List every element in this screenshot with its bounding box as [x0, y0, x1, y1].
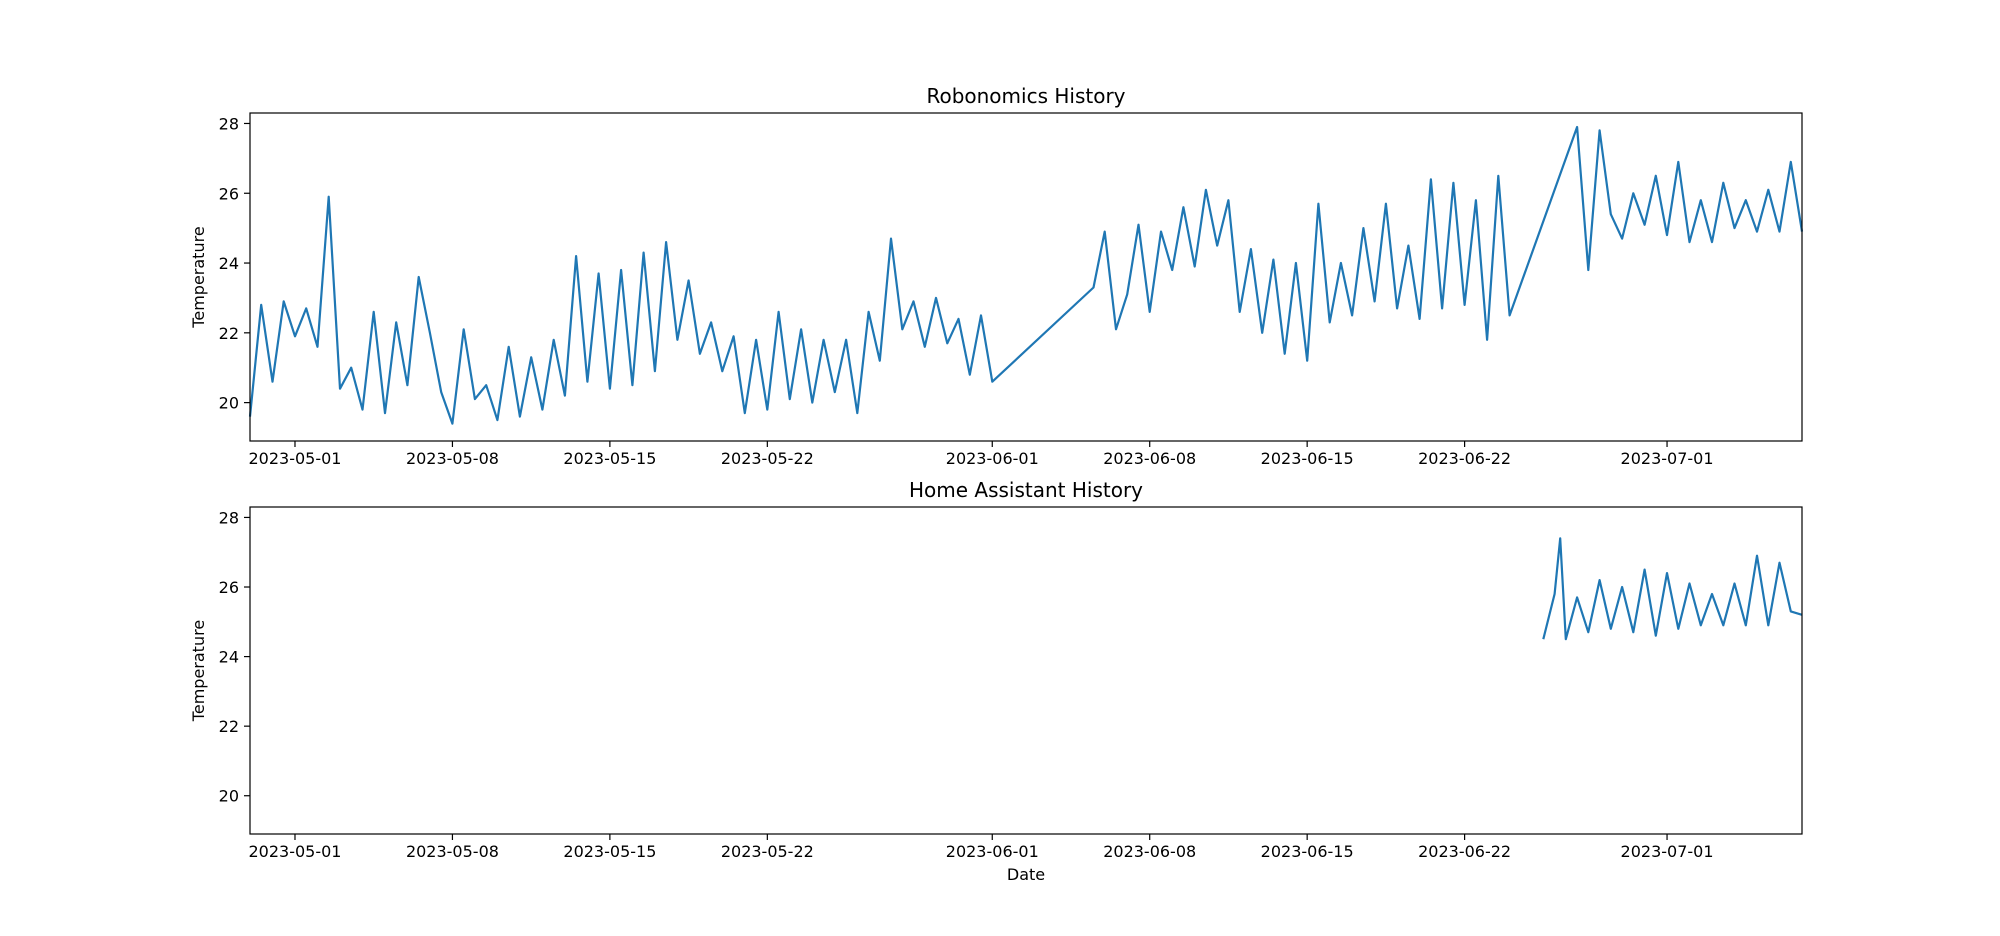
x-tick-label: 2023-06-22	[1418, 842, 1511, 861]
robonomics-history-panel: Robonomics History Temperature 20 22 24 26 2…	[189, 84, 1804, 468]
y-axis-label: Temperature	[189, 226, 208, 328]
home-assistant-history-panel: Home Assistant History Temperature Date …	[189, 478, 1803, 884]
x-tick-label: 2023-05-01	[248, 842, 341, 861]
chart-title: Robonomics History	[926, 84, 1125, 108]
y-tick-label: 26	[219, 184, 239, 203]
x-tick-label: 2023-06-15	[1261, 449, 1354, 468]
x-tick-label: 2023-06-01	[946, 449, 1039, 468]
series-line	[1542, 537, 1803, 641]
x-tick-label: 2023-06-15	[1261, 842, 1354, 861]
x-tick-label: 2023-06-01	[946, 842, 1039, 861]
x-tick-label: 2023-05-01	[248, 449, 341, 468]
axes-frame	[249, 112, 1803, 442]
y-tick-label: 20	[219, 787, 239, 806]
plot-area	[248, 125, 1804, 425]
x-tick-label: 2023-05-15	[563, 449, 656, 468]
x-tick-label: 2023-06-08	[1103, 842, 1196, 861]
chart-title: Home Assistant History	[909, 478, 1143, 502]
y-tick-label: 20	[219, 394, 239, 413]
y-tick-label: 24	[219, 254, 239, 273]
y-tick-label: 28	[219, 508, 239, 527]
x-tick-label: 2023-07-01	[1621, 842, 1714, 861]
plot-area	[1542, 537, 1803, 641]
x-tick-label: 2023-05-15	[563, 842, 656, 861]
series-line	[248, 125, 1804, 425]
x-tick-label: 2023-05-08	[406, 842, 499, 861]
x-tick-label: 2023-07-01	[1621, 449, 1714, 468]
y-tick-label: 22	[219, 717, 239, 736]
axes-frame	[249, 506, 1803, 835]
x-tick-label: 2023-05-22	[721, 449, 814, 468]
x-tick-label: 2023-05-08	[406, 449, 499, 468]
x-tick-label: 2023-06-08	[1103, 449, 1196, 468]
y-tick-label: 28	[219, 114, 239, 133]
y-axis-label: Temperature	[189, 620, 208, 722]
x-tick-label: 2023-05-22	[721, 842, 814, 861]
y-tick-label: 26	[219, 578, 239, 597]
x-axis-label: Date	[1007, 865, 1045, 884]
y-tick-label: 24	[219, 648, 239, 667]
y-tick-label: 22	[219, 324, 239, 343]
x-tick-label: 2023-06-22	[1418, 449, 1511, 468]
